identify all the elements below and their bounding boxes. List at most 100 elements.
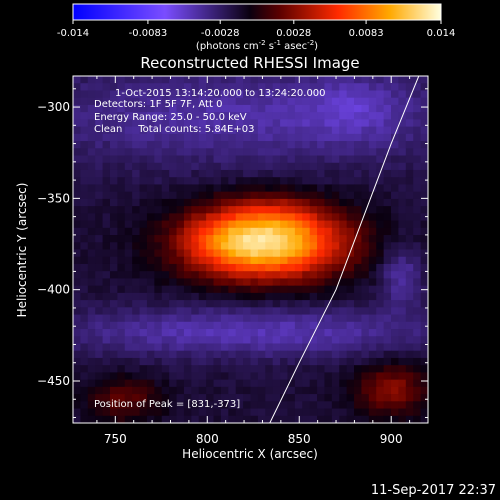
heatmap-cell: [257, 177, 266, 185]
heatmap-cell: [176, 271, 185, 279]
heatmap-cell: [309, 177, 318, 185]
heatmap-cell: [95, 177, 103, 185]
chart-title: Reconstructed RHESSI Image: [140, 54, 359, 72]
heatmap-cell: [139, 133, 148, 142]
heatmap-cell: [176, 227, 185, 236]
heatmap-cell: [302, 191, 311, 200]
heatmap-cell: [183, 112, 192, 120]
heatmap-cell: [176, 394, 185, 402]
heatmap-cell: [368, 104, 377, 113]
heatmap-cell: [220, 415, 229, 423]
heatmap-cell: [117, 394, 126, 402]
heatmap-cell: [413, 321, 422, 330]
heatmap-cell: [198, 198, 207, 207]
heatmap-cell: [250, 133, 259, 142]
heatmap-cell: [398, 415, 407, 423]
heatmap-cell: [183, 235, 192, 243]
axes: 750 800 850 900−300−350−400−450: [37, 76, 429, 446]
heatmap-cell: [220, 336, 229, 344]
heatmap-cell: [294, 394, 303, 402]
heatmap-cell: [302, 394, 311, 402]
heatmap-cell: [198, 83, 207, 91]
heatmap-cell: [154, 256, 163, 265]
heatmap-cell: [228, 90, 237, 99]
heatmap-cell: [398, 76, 407, 84]
heatmap-cell: [420, 198, 428, 207]
heatmap-cell: [294, 220, 303, 229]
heatmap-cell: [176, 307, 185, 315]
heatmap-cell: [146, 278, 155, 287]
heatmap-cell: [243, 394, 251, 402]
heatmap-cell: [139, 126, 148, 135]
heatmap-cell: [102, 249, 111, 258]
heatmap-cell: [169, 155, 177, 164]
info-energy-range: Energy Range: 25.0 - 50.0 keV: [94, 112, 247, 123]
heatmap-cell: [257, 104, 266, 113]
heatmap-cell: [420, 271, 428, 279]
heatmap-cell: [87, 343, 96, 352]
heatmap-cell: [302, 155, 311, 164]
heatmap-cell: [220, 184, 229, 193]
heatmap-cell: [220, 379, 229, 388]
heatmap-cell: [317, 357, 325, 366]
heatmap-cell: [191, 235, 200, 243]
heatmap-cell: [176, 321, 185, 330]
heatmap-cell: [169, 249, 177, 258]
heatmap-cell: [102, 162, 111, 171]
heatmap-cell: [235, 256, 244, 265]
heatmap-cell: [250, 206, 259, 214]
heatmap-cell: [272, 256, 281, 265]
heatmap-cell: [398, 119, 407, 128]
heatmap-cell: [161, 263, 170, 272]
heatmap-cell: [80, 314, 89, 323]
heatmap-cell: [80, 415, 89, 423]
heatmap-cell: [376, 408, 385, 417]
heatmap-cell: [302, 184, 311, 193]
heatmap-cell: [398, 285, 407, 294]
heatmap-cell: [183, 249, 192, 258]
heatmap-cell: [376, 119, 385, 128]
heatmap-cell: [198, 191, 207, 200]
heatmap-cell: [124, 90, 133, 99]
heatmap-cell: [213, 249, 222, 258]
heatmap-cell: [183, 133, 192, 142]
heatmap-cell: [198, 386, 207, 395]
heatmap-cell: [265, 76, 274, 84]
heatmap-cell: [354, 83, 362, 91]
heatmap-cell: [124, 220, 133, 229]
heatmap-cell: [324, 415, 333, 423]
heatmap-cell: [80, 112, 89, 120]
heatmap-cell: [80, 321, 89, 330]
heatmap-cell: [161, 372, 170, 381]
heatmap-cell: [361, 365, 370, 373]
heatmap-cell: [361, 343, 370, 352]
heatmap-cell: [361, 350, 370, 359]
heatmap-cell: [272, 307, 281, 315]
heatmap-cell: [413, 271, 422, 279]
heatmap-cell: [265, 133, 274, 142]
heatmap-cell: [183, 126, 192, 135]
heatmap-cell: [117, 220, 126, 229]
heatmap-cell: [250, 169, 259, 178]
heatmap-cell: [420, 97, 428, 106]
heatmap-cell: [250, 307, 259, 315]
heatmap-cell: [391, 83, 399, 91]
heatmap-cell: [376, 285, 385, 294]
heatmap-cell: [324, 263, 333, 272]
heatmap-cell: [339, 184, 348, 193]
heatmap-cell: [73, 104, 81, 113]
colorbar-tick-label: 0.014: [427, 28, 456, 39]
heatmap-cell: [398, 184, 407, 193]
heatmap-cell: [265, 191, 274, 200]
heatmap-cell: [95, 206, 103, 214]
heatmap-cell: [339, 119, 348, 128]
heatmap-cell: [339, 155, 348, 164]
heatmap-cell: [324, 148, 333, 156]
heatmap-cell: [132, 177, 140, 185]
heatmap-cell: [206, 213, 214, 221]
heatmap-cell: [420, 278, 428, 287]
heatmap-cell: [139, 394, 148, 402]
heatmap-cell: [420, 401, 428, 409]
heatmap-cell: [169, 169, 177, 178]
heatmap-cell: [176, 386, 185, 395]
